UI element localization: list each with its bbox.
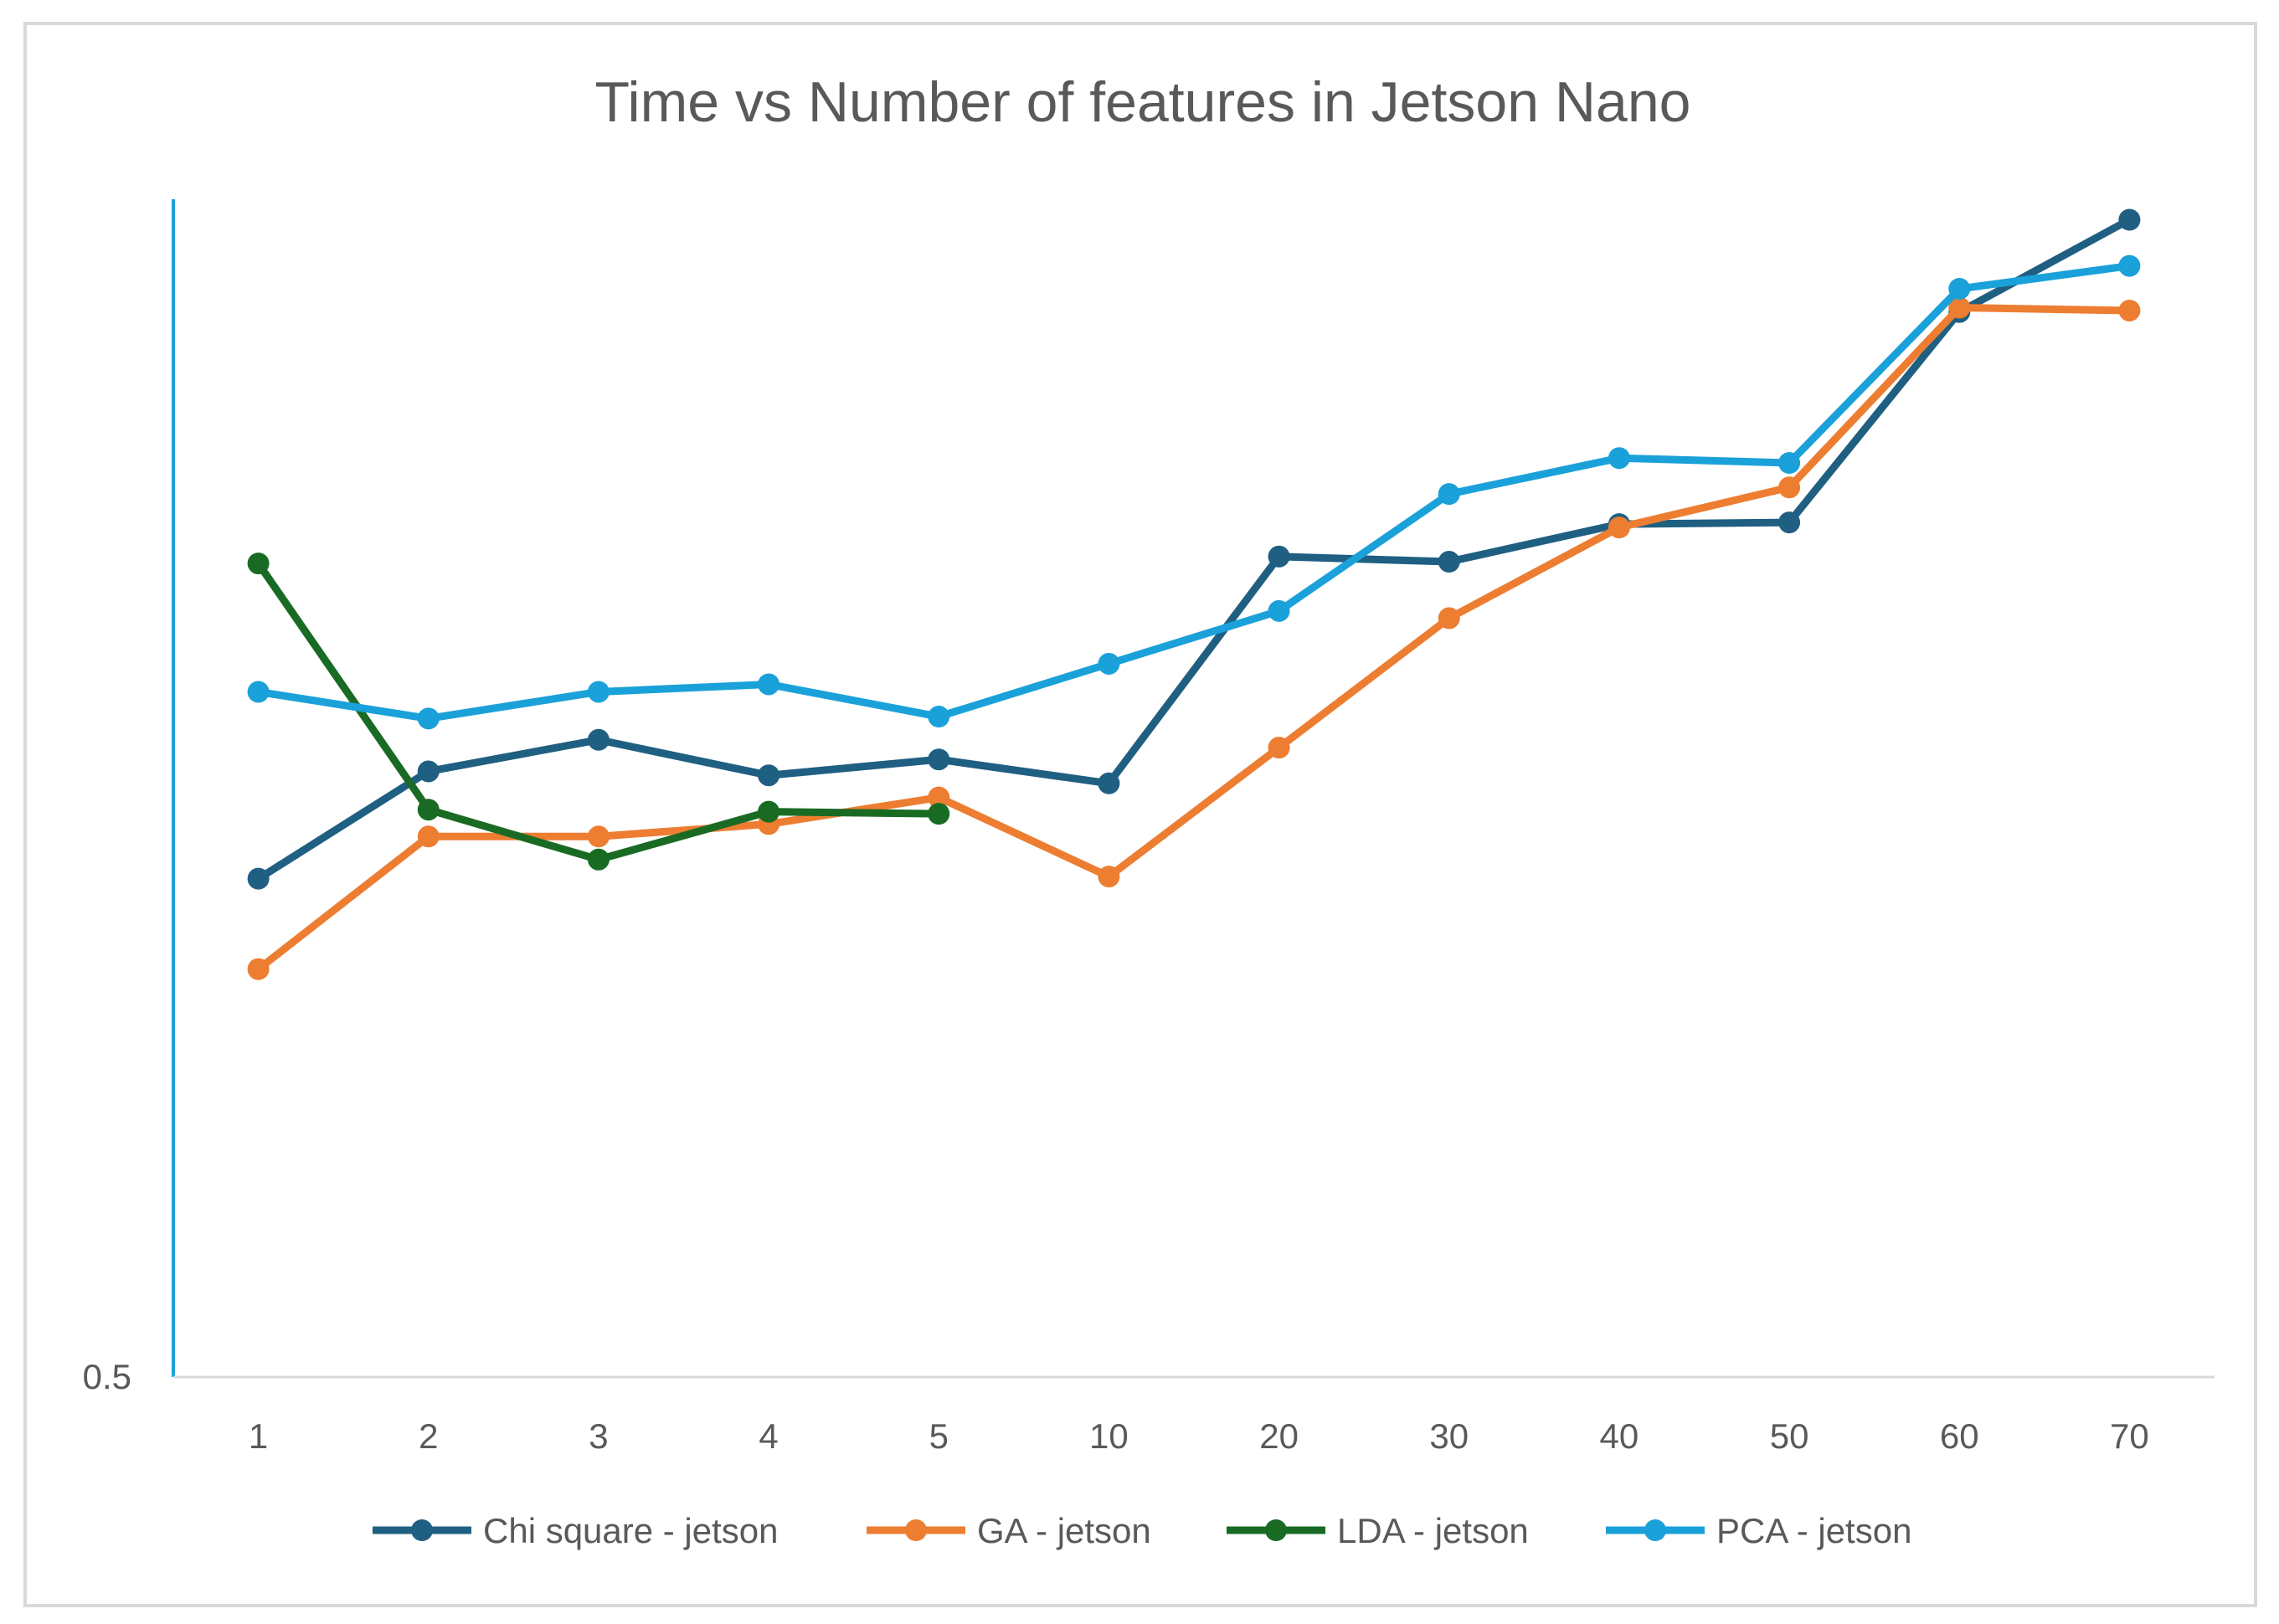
data-point[interactable] — [928, 748, 950, 771]
series-1 — [247, 296, 2141, 980]
data-point[interactable] — [1098, 772, 1120, 794]
data-point[interactable] — [1438, 607, 1460, 630]
legend-label: PCA - jetson — [1716, 1511, 1911, 1550]
data-point[interactable] — [758, 673, 780, 696]
data-point[interactable] — [1268, 599, 1290, 622]
data-point[interactable] — [417, 760, 440, 783]
data-point[interactable] — [1778, 476, 1801, 499]
series-line — [255, 304, 2133, 974]
data-point[interactable] — [928, 803, 950, 825]
data-point[interactable] — [2118, 299, 2141, 321]
data-point[interactable] — [1778, 511, 1801, 534]
x-tick-label: 30 — [1429, 1416, 1469, 1456]
data-point[interactable] — [587, 728, 610, 751]
x-tick-label: 3 — [589, 1416, 608, 1456]
data-point[interactable] — [928, 706, 950, 728]
data-point[interactable] — [1098, 652, 1120, 675]
x-tick-label: 5 — [929, 1416, 949, 1456]
legend-label: Chi square - jetson — [483, 1511, 779, 1550]
legend-swatch-marker — [1644, 1519, 1666, 1541]
data-point[interactable] — [417, 707, 440, 730]
y-tick-label: 0.5 — [83, 1357, 131, 1396]
legend-item[interactable]: PCA - jetson — [1606, 1511, 1911, 1550]
chart-title: Time vs Number of features in Jetson Nan… — [595, 70, 1691, 134]
data-point[interactable] — [1268, 545, 1290, 568]
legend-item[interactable]: GA - jetson — [867, 1511, 1151, 1550]
legend-swatch-marker — [1265, 1519, 1287, 1541]
chart-border — [23, 22, 2257, 1607]
series-line — [255, 216, 2133, 883]
data-point[interactable] — [758, 800, 780, 823]
x-tick-label: 40 — [1600, 1416, 1639, 1456]
legend-label: GA - jetson — [977, 1511, 1151, 1550]
data-point[interactable] — [587, 848, 610, 871]
legend-swatch-marker — [411, 1519, 433, 1541]
x-tick-label: 50 — [1770, 1416, 1809, 1456]
data-point[interactable] — [247, 958, 270, 980]
data-point[interactable] — [1778, 451, 1801, 474]
data-point[interactable] — [1608, 516, 1630, 539]
legend-item[interactable]: LDA - jetson — [1227, 1511, 1529, 1550]
data-point[interactable] — [247, 867, 270, 890]
data-point[interactable] — [2118, 254, 2141, 277]
data-point[interactable] — [587, 825, 610, 848]
x-tick-label: 20 — [1259, 1416, 1299, 1456]
series-2 — [247, 552, 950, 871]
legend-swatch-marker — [905, 1519, 927, 1541]
series-3 — [247, 254, 2141, 730]
data-point[interactable] — [1608, 447, 1630, 470]
data-point[interactable] — [417, 825, 440, 848]
data-point[interactable] — [417, 799, 440, 821]
data-point[interactable] — [247, 552, 270, 575]
data-point[interactable] — [928, 786, 950, 809]
data-point[interactable] — [1948, 296, 1971, 319]
x-tick-label: 10 — [1089, 1416, 1129, 1456]
x-tick-label: 60 — [1940, 1416, 1979, 1456]
legend-item[interactable]: Chi square - jetson — [373, 1511, 779, 1550]
data-point[interactable] — [1948, 277, 1971, 300]
data-point[interactable] — [1438, 483, 1460, 506]
data-point[interactable] — [2118, 208, 2141, 231]
data-point[interactable] — [1098, 866, 1120, 888]
legend-label: LDA - jetson — [1337, 1511, 1529, 1550]
data-point[interactable] — [587, 681, 610, 703]
x-tick-label: 2 — [419, 1416, 438, 1456]
x-tick-label: 70 — [2110, 1416, 2149, 1456]
data-point[interactable] — [247, 681, 270, 703]
x-tick-label: 1 — [249, 1416, 268, 1456]
series-line — [255, 262, 2133, 722]
x-tick-label: 4 — [759, 1416, 778, 1456]
data-point[interactable] — [1268, 737, 1290, 759]
data-point[interactable] — [758, 764, 780, 787]
data-point[interactable] — [1438, 551, 1460, 573]
